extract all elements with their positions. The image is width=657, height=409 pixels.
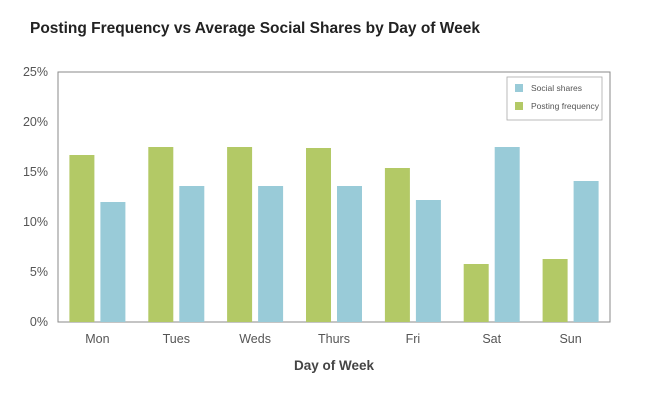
bar-social-shares-sat xyxy=(494,147,520,322)
y-tick-label: 20% xyxy=(23,115,48,129)
bar-social-shares-tues xyxy=(179,186,205,322)
y-tick-label: 0% xyxy=(30,315,48,329)
y-tick-label: 25% xyxy=(23,65,48,79)
x-tick-label-weds: Weds xyxy=(239,332,271,346)
legend: Social shares Posting frequency xyxy=(506,76,603,121)
bar-posting-frequency-tues xyxy=(148,147,174,322)
x-tick-label-tues: Tues xyxy=(163,332,190,346)
bar-posting-frequency-fri xyxy=(384,168,410,322)
legend-swatch-posting-frequency xyxy=(515,102,523,110)
x-tick-label-sun: Sun xyxy=(559,332,581,346)
x-tick-label-thurs: Thurs xyxy=(318,332,350,346)
plot-area-frame xyxy=(57,71,611,323)
bar-posting-frequency-mon xyxy=(69,155,95,322)
bar-posting-frequency-sun xyxy=(542,259,568,322)
y-axis-ticks: 0% 5% 10% 15% 20% 25% xyxy=(23,65,48,329)
y-tick-label: 10% xyxy=(23,215,48,229)
bar-social-shares-weds xyxy=(258,186,284,322)
bar-social-shares-sun xyxy=(573,181,599,322)
y-tick-label: 15% xyxy=(23,165,48,179)
bar-posting-frequency-weds xyxy=(227,147,253,322)
bar-social-shares-mon xyxy=(100,202,126,322)
x-axis-label: Day of Week xyxy=(293,358,375,373)
y-tick-label: 5% xyxy=(30,265,48,279)
legend-label-posting-frequency: Posting frequency xyxy=(531,101,600,111)
bar-social-shares-thurs xyxy=(337,186,362,322)
x-tick-label-fri: Fri xyxy=(406,332,421,346)
legend-label-social-shares: Social shares xyxy=(531,83,582,93)
legend-swatch-social-shares xyxy=(515,84,523,92)
bar-posting-frequency-sat xyxy=(463,264,489,322)
x-tick-label-sat: Sat xyxy=(482,332,501,346)
x-axis-ticks: Mon Tues Weds Thurs Fri Sat Sun xyxy=(85,332,582,346)
bar-posting-frequency-thurs xyxy=(306,148,331,322)
x-tick-label-mon: Mon xyxy=(85,332,109,346)
chart-title: Posting Frequency vs Average Social Shar… xyxy=(30,20,480,37)
bar-social-shares-fri xyxy=(415,200,441,322)
bars xyxy=(69,147,599,322)
